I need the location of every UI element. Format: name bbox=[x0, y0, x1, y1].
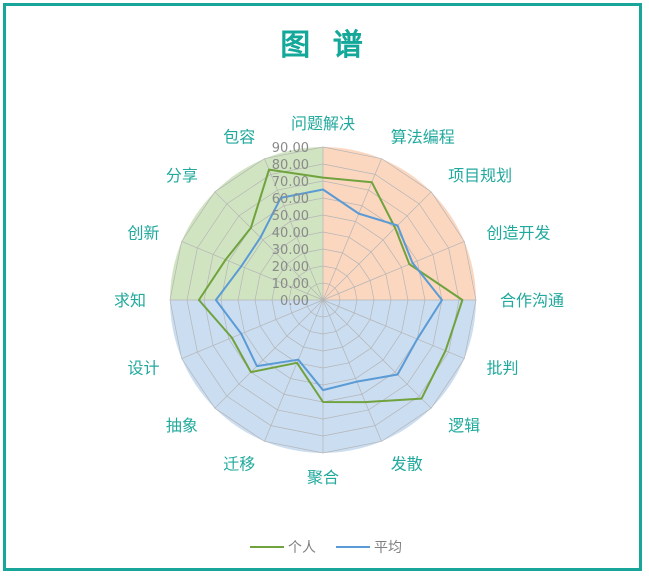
category-label: 求知 bbox=[114, 291, 146, 310]
category-label: 创新 bbox=[127, 223, 159, 242]
chart-title: 图 谱 bbox=[280, 28, 369, 63]
category-label: 批判 bbox=[487, 359, 519, 378]
category-label: 抽象 bbox=[166, 416, 198, 435]
category-label: 设计 bbox=[127, 359, 159, 378]
grid-spoke-14 bbox=[214, 191, 324, 301]
grid-spoke-7 bbox=[322, 299, 382, 442]
grid-spoke-11 bbox=[181, 299, 324, 359]
grid-spoke-15 bbox=[264, 158, 324, 301]
tick-label: 80.00 bbox=[272, 158, 309, 173]
grid-spoke-9 bbox=[264, 299, 324, 442]
tick-label: 90.00 bbox=[272, 141, 309, 156]
grid-spoke-13 bbox=[181, 241, 324, 301]
category-label: 问题解决 bbox=[291, 114, 355, 133]
category-label: 算法编程 bbox=[391, 127, 455, 146]
category-label: 项目规划 bbox=[448, 166, 512, 185]
category-label: 发散 bbox=[391, 455, 423, 474]
category-label: 分享 bbox=[166, 166, 198, 185]
category-label: 逻辑 bbox=[448, 416, 480, 435]
category-label: 创造开发 bbox=[487, 223, 551, 242]
tick-label: 40.00 bbox=[272, 226, 309, 241]
tick-label: 30.00 bbox=[272, 243, 309, 258]
grid-spoke-5 bbox=[322, 299, 465, 359]
grid-spoke-6 bbox=[322, 299, 432, 409]
category-label: 合作沟通 bbox=[500, 291, 564, 310]
grid-spoke-3 bbox=[322, 241, 465, 301]
grid-spoke-10 bbox=[214, 299, 324, 409]
chart-frame bbox=[3, 3, 642, 571]
tick-label: 60.00 bbox=[272, 192, 309, 207]
category-label: 迁移 bbox=[223, 455, 255, 474]
category-label: 包容 bbox=[223, 127, 255, 146]
tick-label: 10.00 bbox=[272, 277, 309, 292]
tick-label: 20.00 bbox=[272, 260, 309, 275]
category-label: 聚合 bbox=[307, 468, 339, 487]
legend-label: 平均 bbox=[374, 540, 402, 556]
tick-label: 0.00 bbox=[280, 294, 309, 309]
tick-label: 70.00 bbox=[272, 175, 309, 190]
grid-spoke-2 bbox=[322, 191, 432, 301]
legend-label: 个人 bbox=[288, 540, 316, 556]
tick-label: 50.00 bbox=[272, 209, 309, 224]
